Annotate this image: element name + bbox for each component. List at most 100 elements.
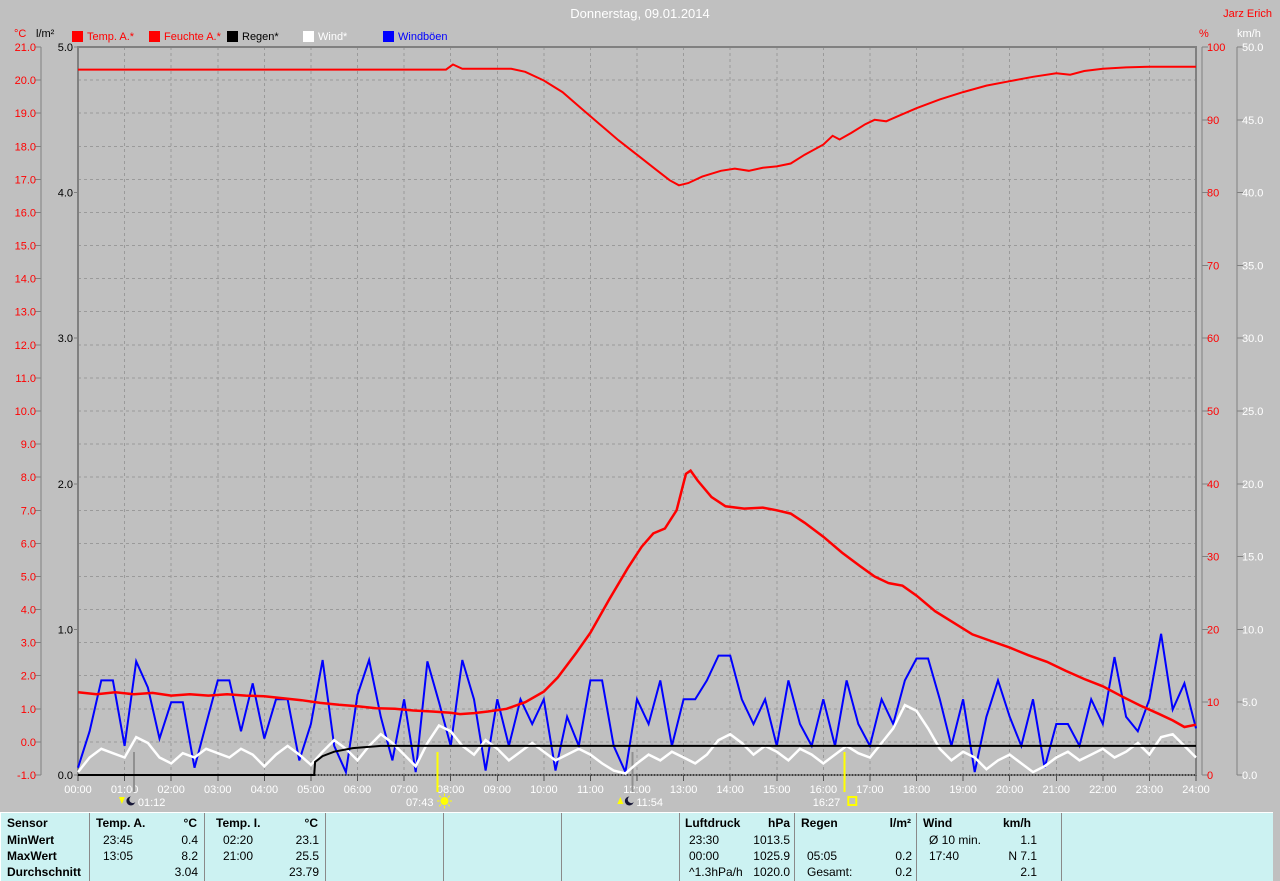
table-value: 1.1 <box>1020 833 1037 847</box>
moonset-time-label: 01:12 <box>138 797 166 809</box>
table-value-time: Gesamt: <box>807 865 853 879</box>
x-tick-label: 12:00 <box>623 784 651 796</box>
series-feuchtea <box>78 63 1196 187</box>
temp-tick-label: 10.0 <box>15 406 36 418</box>
series-tempa <box>77 468 1197 729</box>
x-tick-label: 16:00 <box>810 784 838 796</box>
table-section-unit: l/m² <box>889 816 911 830</box>
wind-tick-label: 20.0 <box>1242 479 1263 491</box>
table-value-time: Ø 10 min. <box>929 833 982 847</box>
x-tick-label: 04:00 <box>251 784 279 796</box>
wind-tick-label: 35.0 <box>1242 260 1263 272</box>
wind-tick-label: 45.0 <box>1242 115 1263 127</box>
rain-series-swatch-icon <box>227 31 238 42</box>
table-value: 1025.9 <box>753 849 790 863</box>
temp-series-swatch-icon <box>72 31 83 42</box>
x-tick-label: 19:00 <box>949 784 977 796</box>
sun-ray <box>438 795 442 798</box>
temp-tick-label: 5.0 <box>21 571 36 583</box>
humidity-tick-label: 40 <box>1207 479 1219 491</box>
weather-chart: 21.0 20.0 19.0 18.0 17.0 16.0 15.0 14.0 13.0 12.0… <box>15 42 1264 809</box>
table-value: 23.79 <box>288 865 319 879</box>
humidity-tick-label: 70 <box>1207 260 1219 272</box>
temp-tick-label: 9.0 <box>21 439 36 451</box>
sunset-time-label: 16:27 <box>813 797 841 809</box>
table-value: 2.1 <box>1020 865 1037 879</box>
x-tick-label: 15:00 <box>763 784 791 796</box>
table-section-name: Temp. I. <box>216 816 261 830</box>
author-label: Jarz Erich <box>1223 8 1272 20</box>
x-tick-label: 05:00 <box>297 784 325 796</box>
x-tick-label: 23:00 <box>1136 784 1164 796</box>
humidity-series-swatch-icon <box>149 31 160 42</box>
rain-tick-label: 0.0 <box>58 770 73 782</box>
humidity-tick-label: 60 <box>1207 333 1219 345</box>
humidity-tick-label: 80 <box>1207 188 1219 200</box>
table-section-name: Luftdruck <box>685 816 741 830</box>
table-separator <box>679 813 680 881</box>
table-row-label: Durchschnitt <box>7 865 82 879</box>
temp-tick-label: 4.0 <box>21 605 36 617</box>
table-value-time: 13:05 <box>103 849 134 863</box>
temp-tick-label: 8.0 <box>21 472 36 484</box>
x-tick-label: 08:00 <box>437 784 465 796</box>
temp-tick-label: 17.0 <box>15 174 36 186</box>
table-separator <box>916 813 917 881</box>
humidity-tick-label: 100 <box>1207 42 1225 54</box>
humidity-tick-label: 30 <box>1207 552 1219 564</box>
table-value: 0.4 <box>181 833 198 847</box>
table-value: 0.2 <box>895 849 912 863</box>
statistics-table: Sensor MinWert MaxWert Durchschnitt Temp. A.… <box>0 812 1273 881</box>
table-value-time: 23:45 <box>103 833 134 847</box>
temp-tick-label: -1.0 <box>17 770 36 782</box>
temp-tick-label: 1.0 <box>21 704 36 716</box>
x-tick-label: 24:00 <box>1182 784 1210 796</box>
series-windböen <box>77 633 1197 776</box>
wind-tick-label: 5.0 <box>1242 697 1257 709</box>
x-tick-label: 01:00 <box>111 784 139 796</box>
wind-tick-label: 15.0 <box>1242 552 1263 564</box>
x-tick-label: 14:00 <box>716 784 744 796</box>
legend-label: Wind* <box>318 31 348 43</box>
table-row-label: Sensor <box>7 816 48 830</box>
moon-arrow-icon <box>617 797 624 804</box>
x-tick-label: 11:00 <box>577 784 604 796</box>
temp-tick-label: 21.0 <box>15 42 36 54</box>
temp-tick-label: 7.0 <box>21 505 36 517</box>
table-value-time: 05:05 <box>807 849 838 863</box>
temp-tick-label: 3.0 <box>21 638 36 650</box>
table-separator <box>89 813 90 881</box>
table-separator <box>1061 813 1062 881</box>
temp-tick-label: 12.0 <box>15 340 36 352</box>
table-section-unit: °C <box>183 816 197 830</box>
x-tick-label: 22:00 <box>1089 784 1117 796</box>
wind-tick-label: 30.0 <box>1242 333 1263 345</box>
temp-tick-label: 14.0 <box>15 274 36 286</box>
table-value: 3.04 <box>174 865 198 879</box>
rain-tick-label: 2.0 <box>58 479 73 491</box>
x-tick-label: 03:00 <box>204 784 232 796</box>
series-regen <box>78 744 1196 776</box>
x-tick-label: 10:00 <box>530 784 558 796</box>
humidity-axis-unit: % <box>1199 28 1209 40</box>
table-value-time: 23:30 <box>689 833 720 847</box>
table-value-time: 02:20 <box>223 833 254 847</box>
table-value: 1020.0 <box>753 865 790 879</box>
x-tick-label: 17:00 <box>856 784 884 796</box>
x-tick-label: 21:00 <box>1042 784 1070 796</box>
x-tick-label: 07:00 <box>390 784 418 796</box>
moon-arrow-icon <box>118 797 125 804</box>
rain-axis-unit: l/m² <box>36 28 55 40</box>
wind-tick-label: 10.0 <box>1242 624 1263 636</box>
humidity-tick-label: 10 <box>1207 697 1219 709</box>
wind-tick-label: 0.0 <box>1242 770 1257 782</box>
wind-tick-label: 40.0 <box>1242 188 1263 200</box>
moon-icon-mask <box>627 795 635 804</box>
table-value-time: ^1.3hPa/h <box>689 865 743 879</box>
x-tick-label: 13:00 <box>670 784 698 796</box>
temp-tick-label: 18.0 <box>15 141 36 153</box>
temp-tick-label: 15.0 <box>15 241 36 253</box>
wind-tick-label: 50.0 <box>1242 42 1263 54</box>
temp-tick-label: 16.0 <box>15 207 36 219</box>
